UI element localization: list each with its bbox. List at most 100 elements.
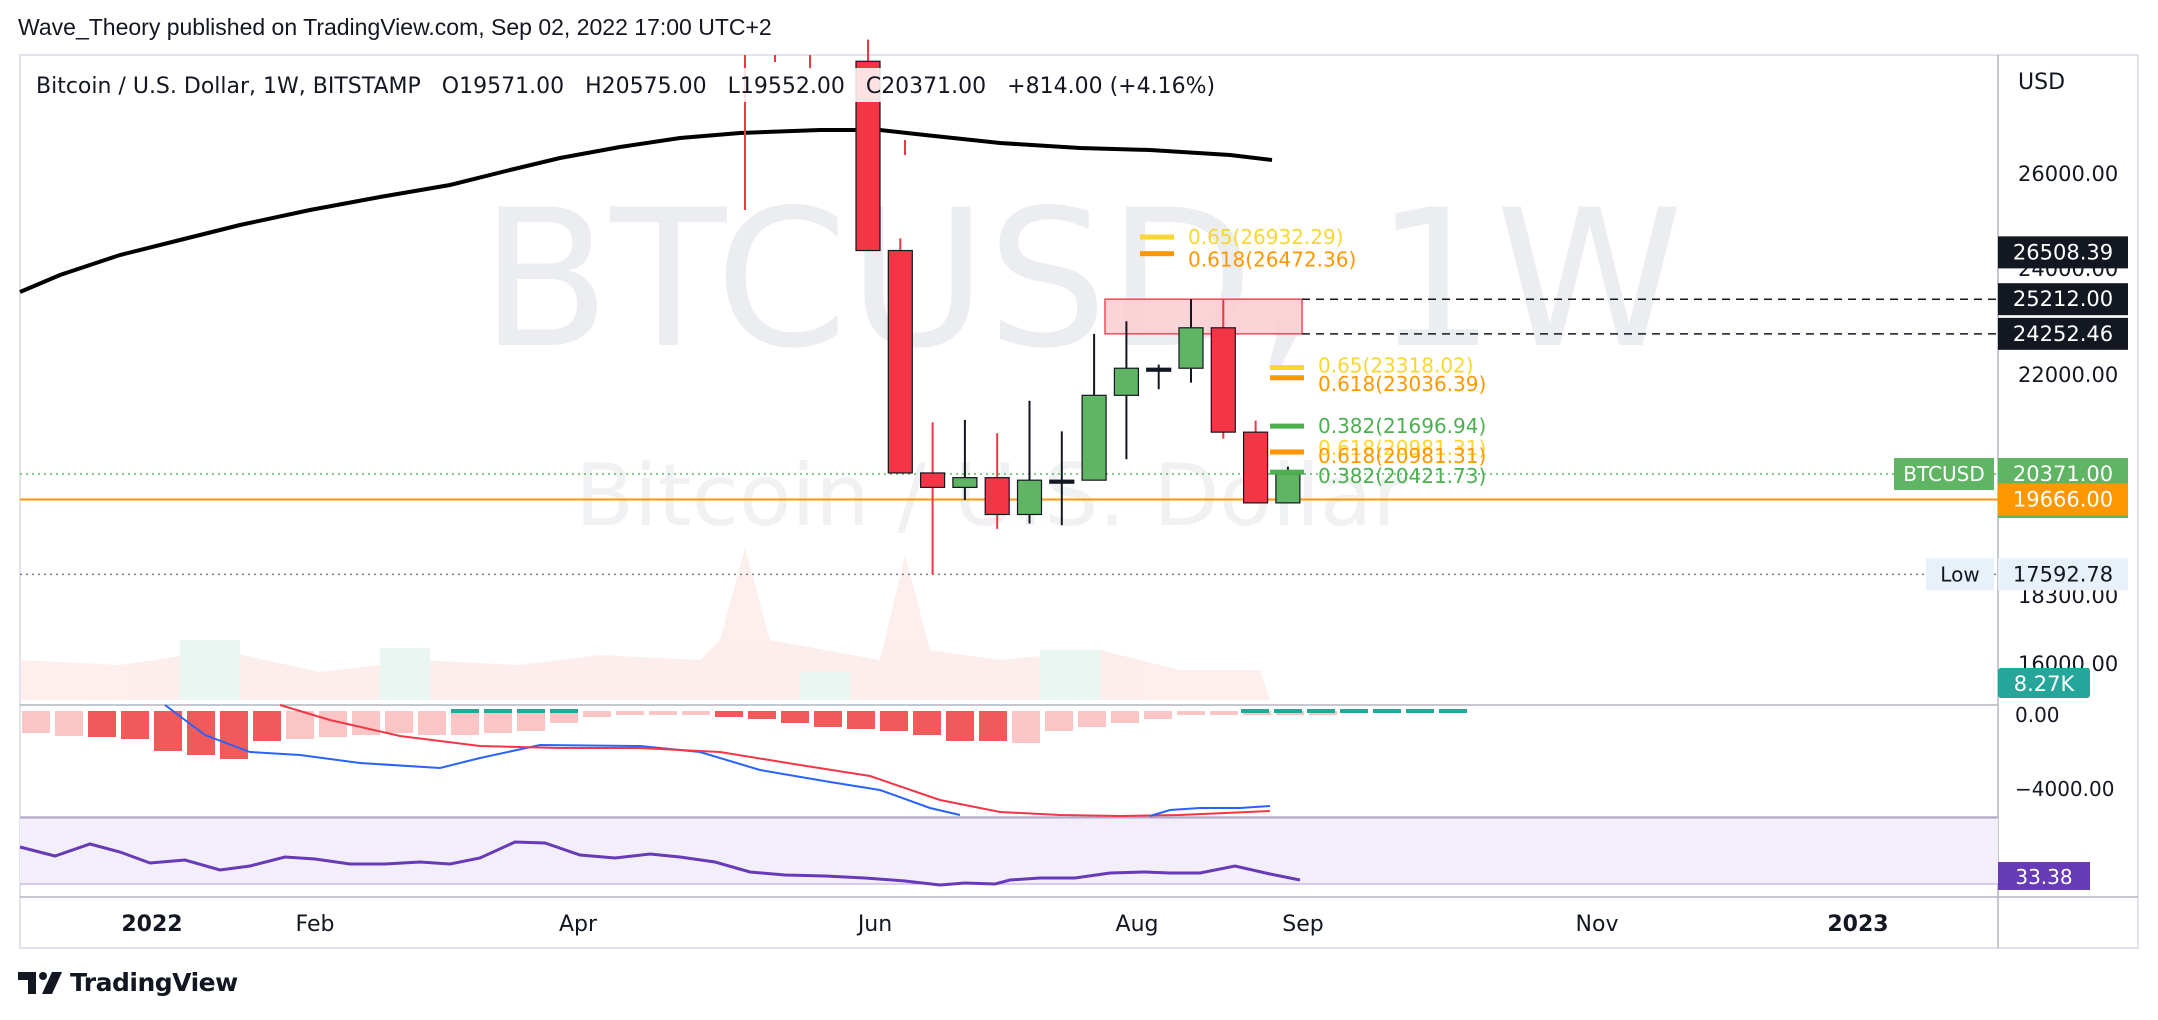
macd-line-right <box>1149 805 1271 817</box>
fib-marker <box>1140 251 1174 257</box>
macd-hist-bar <box>1111 711 1139 723</box>
tradingview-logo-icon <box>18 971 62 994</box>
macd-hist-bar <box>286 711 314 739</box>
rsi-line <box>19 840 1301 887</box>
price-label-value: 20371.00 <box>2013 462 2113 486</box>
macd-hist-bar <box>880 711 908 731</box>
price-label-value: 17592.78 <box>2013 562 2113 586</box>
time-tick: Sep <box>1282 912 1323 937</box>
fib-label: 0.618(23036.39) <box>1318 372 1486 396</box>
svg-text:Bitcoin / U.S. Dollar, 1W, BIT: Bitcoin / U.S. Dollar, 1W, BITSTAMP O195… <box>36 74 1215 99</box>
legend-symbol: Bitcoin / U.S. Dollar, 1W, BITSTAMP <box>36 74 421 99</box>
fib-marker <box>1270 449 1304 455</box>
price-label-value: 24252.46 <box>2013 322 2113 346</box>
axis-currency: USD <box>2018 70 2065 95</box>
macd-tick-1: −4000.00 <box>2015 777 2114 801</box>
time-tick: Jun <box>856 912 892 937</box>
watermark-symbol: BTCUSD, 1W <box>480 169 1683 390</box>
price-label-box <box>1998 283 2128 316</box>
price-label-value: 8.27K <box>2014 672 2076 696</box>
legend-open: O19571.00 <box>442 74 564 99</box>
time-tick: Nov <box>1576 912 1619 937</box>
macd-hist-bar <box>748 711 776 719</box>
fib-label: 0.618(26472.36) <box>1188 248 1356 272</box>
fib-label: 0.382(21696.94) <box>1318 414 1486 438</box>
macd-hist-bar <box>1241 709 1269 713</box>
candle-body <box>1146 367 1172 372</box>
price-tag: BTCUSD <box>1903 462 1984 486</box>
fib-marker <box>1140 234 1174 240</box>
publish-header: Wave_Theory published on TradingView.com… <box>18 14 772 40</box>
price-tag-box <box>1894 458 1994 490</box>
macd-hist-bar <box>253 711 281 741</box>
candle-body <box>919 472 946 488</box>
price-label-box <box>1998 558 2128 591</box>
price-label-value: 25212.00 <box>2013 287 2113 311</box>
time-tick: Apr <box>559 912 598 937</box>
candle-body <box>1016 479 1043 516</box>
price-tick: 26000.00 <box>2018 162 2118 186</box>
macd-hist-bar <box>913 711 941 735</box>
fib-marker <box>1270 423 1304 429</box>
candle-body <box>1178 327 1204 369</box>
price-label-value: 19666.00 <box>2013 487 2113 511</box>
macd-hist-bar <box>1177 711 1205 715</box>
macd-hist-bar <box>121 711 149 739</box>
macd-hist-bar <box>814 711 842 727</box>
macd-hist-bar <box>484 709 512 713</box>
fib-label: 0.65(26932.29) <box>1188 225 1344 249</box>
fib-label: 0.618(20981.31) <box>1318 444 1486 468</box>
fib-label: 0.618(20981.31) <box>1318 436 1486 460</box>
candle-body <box>984 477 1010 516</box>
macd-pane: 0.00 −4000.00 <box>22 703 2114 818</box>
macd-hist-bar <box>1274 709 1302 713</box>
tradingview-logo[interactable]: TradingView <box>18 968 238 997</box>
legend-close: C20371.00 <box>866 74 986 99</box>
price-label-box <box>1998 668 2090 698</box>
fib-label: 0.382(20421.73) <box>1318 464 1486 488</box>
macd-hist-bar <box>1012 711 1040 743</box>
time-tick: Aug <box>1116 912 1159 937</box>
macd-hist-bar <box>1144 711 1172 719</box>
macd-hist-bar <box>22 711 50 733</box>
rsi-value-label: 33.38 <box>2015 865 2072 889</box>
macd-hist-bar <box>1307 709 1335 713</box>
price-tag-box <box>1926 558 1994 591</box>
macd-tick-0: 0.00 <box>2015 703 2060 727</box>
macd-hist-bar <box>979 711 1007 741</box>
macd-hist-bar <box>88 711 116 737</box>
macd-hist-bar <box>220 711 248 759</box>
macd-hist-bar <box>583 711 611 717</box>
candle-body <box>887 249 913 474</box>
price-tick: 22000.00 <box>2018 363 2118 387</box>
macd-hist-bar <box>319 711 347 737</box>
legend-low: L19552.00 <box>728 74 845 99</box>
candle-body <box>952 477 978 488</box>
macd-hist-bar <box>418 711 446 735</box>
candle-body <box>1242 431 1269 504</box>
tradingview-brand: TradingView <box>70 968 238 997</box>
macd-hist-bar <box>649 711 677 715</box>
macd-hist-bar <box>715 711 743 717</box>
macd-hist-bar <box>550 709 578 713</box>
macd-hist-bar <box>550 711 578 723</box>
candle-body <box>1081 394 1107 481</box>
time-tick: 2022 <box>121 912 182 937</box>
macd-hist-bar <box>484 711 512 733</box>
macd-hist-bar <box>451 711 479 735</box>
fib-marker <box>1270 365 1304 371</box>
macd-line <box>164 704 961 816</box>
macd-hist-bar <box>1078 711 1106 727</box>
macd-hist-bar <box>154 711 182 751</box>
macd-hist-bar <box>1340 709 1368 713</box>
btcusd-weekly-chart[interactable]: BTCUSD, 1W Bitcoin / U.S. Dollar 0.00 −4… <box>0 0 2158 960</box>
price-label-box <box>1998 483 2128 516</box>
macd-hist-bar <box>1373 709 1401 713</box>
macd-hist-bar <box>1406 709 1434 713</box>
chart-legend: Bitcoin / U.S. Dollar, 1W, BITSTAMP O195… <box>30 68 1215 102</box>
candle-body <box>1113 367 1140 396</box>
time-axis: 2022 Feb Apr Jun Aug Sep Nov 2023 <box>121 912 1888 937</box>
macd-hist-bar <box>781 711 809 723</box>
rsi-pane: 33.38 <box>19 817 2090 890</box>
volume-histogram <box>20 548 1270 700</box>
